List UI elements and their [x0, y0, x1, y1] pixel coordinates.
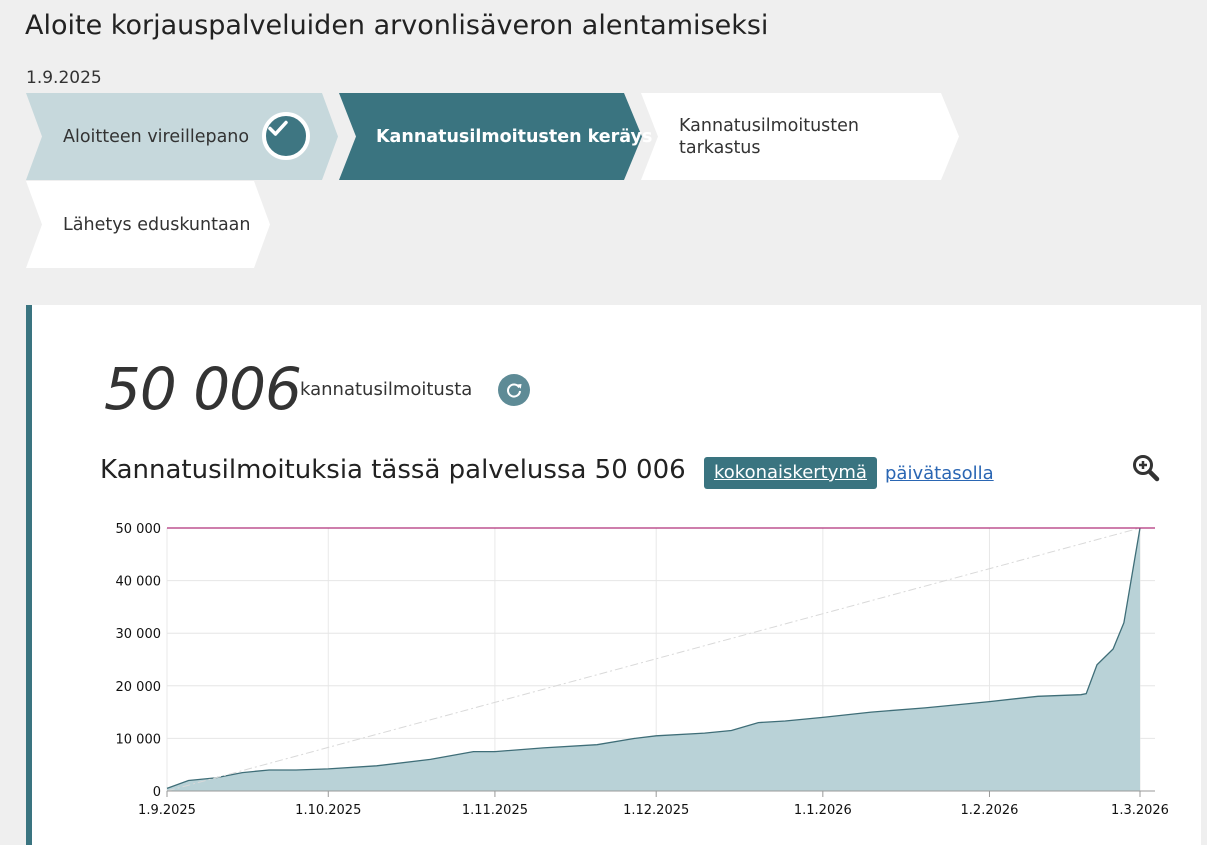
- x-tick-label: 1.1.2026: [794, 803, 852, 818]
- step-label: Kannatusilmoitusten keräys: [376, 127, 653, 147]
- step-collecting: Kannatusilmoitusten keräys: [339, 93, 652, 180]
- y-tick-label: 30 000: [116, 627, 162, 642]
- step-shape: [339, 93, 642, 180]
- step-shape: [26, 181, 270, 268]
- refresh-icon[interactable]: [498, 374, 530, 406]
- step-initiative-filed: Aloitteen vireillepano: [26, 93, 338, 180]
- x-tick-label: 1.10.2025: [295, 803, 361, 818]
- step-label-line2: tarkastus: [679, 138, 761, 158]
- progress-steps: Aloitteen vireillepano Kannatusilmoitust…: [26, 93, 986, 268]
- statistics-title: Kannatusilmoituksia tässä palvelussa 50 …: [100, 455, 686, 485]
- step-label: Aloitteen vireillepano: [63, 127, 250, 147]
- step-shape: [641, 93, 959, 180]
- initiative-date: 1.9.2025: [26, 68, 102, 88]
- y-tick-label: 40 000: [116, 575, 162, 590]
- step-label-line1: Kannatusilmoitusten: [679, 116, 859, 136]
- support-chart: 0 10 000 20 000 30 000 40 000 50 000 1.9.2025 1…: [116, 522, 1169, 818]
- support-count: 50 006: [104, 355, 302, 423]
- step-sent-to-parliament: Lähetys eduskuntaan: [26, 181, 270, 268]
- zoom-in-icon[interactable]: [1131, 453, 1161, 483]
- series-line: [166, 527, 1141, 790]
- x-tick-label: 1.11.2025: [462, 803, 528, 818]
- x-tick-label: 1.2.2026: [961, 803, 1019, 818]
- step-label: Lähetys eduskuntaan: [63, 215, 251, 235]
- y-tick-label: 10 000: [116, 732, 162, 747]
- step-shape: [26, 93, 338, 180]
- check-icon: [262, 112, 310, 160]
- x-tick-label: 1.12.2025: [623, 803, 689, 818]
- x-tick-label: 1.3.2026: [1111, 803, 1169, 818]
- tab-daily[interactable]: päivätasolla: [885, 463, 994, 484]
- page-title: Aloite korjauspalveluiden arvonlisäveron…: [25, 10, 769, 41]
- area-fill: [167, 528, 1140, 791]
- step-verification: Kannatusilmoitusten tarkastus: [641, 93, 959, 180]
- x-tick-label: 1.9.2025: [138, 803, 196, 818]
- tab-cumulative[interactable]: kokonaiskertymä: [704, 457, 877, 489]
- support-count-label: kannatusilmoitusta: [300, 379, 473, 400]
- y-tick-label: 50 000: [116, 522, 162, 537]
- target-guide-line: [166, 527, 1141, 792]
- y-tick-label: 20 000: [116, 680, 162, 695]
- y-tick-label: 0: [153, 785, 161, 800]
